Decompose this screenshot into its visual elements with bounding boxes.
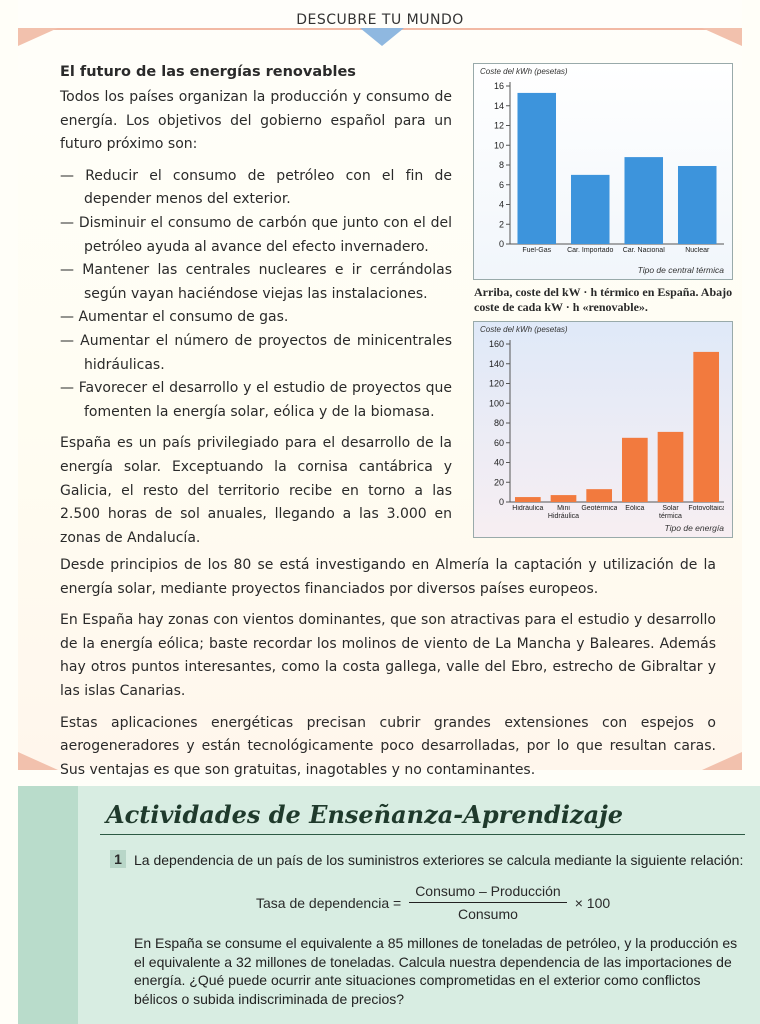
question: En España se consume el equivalente a 85…: [134, 935, 738, 1007]
x-axis-title: Tipo de central térmica: [638, 265, 725, 275]
y-tick-label: 6: [499, 180, 504, 190]
paragraph: Estas aplicaciones energéticas precisan …: [60, 714, 716, 778]
numerator: Consumo – Producción: [409, 883, 567, 903]
formula: Tasa de dependencia = Consumo – Producci…: [256, 883, 610, 922]
statement: La dependencia de un país de los suminis…: [134, 852, 744, 868]
bar: [693, 351, 720, 502]
y-tick-label: 40: [494, 458, 504, 468]
corner: [18, 752, 58, 770]
x-tick-wrap: Eólica: [625, 505, 645, 512]
y-tick-label: 80: [494, 418, 504, 428]
bar: [514, 497, 541, 502]
x-tick-wrap: Fuel-Gas: [522, 247, 552, 254]
x-tick-label: Car. Nacional: [622, 247, 665, 254]
activities-title: Actividades de Enseñanza-Aprendizaje: [106, 800, 624, 829]
bar: [624, 157, 664, 244]
list-item: — Aumentar el número de proyectos de min…: [60, 332, 452, 373]
x-tick-label: Solar térmica: [659, 505, 682, 520]
bar: [550, 495, 577, 502]
y-tick-label: 0: [499, 239, 504, 249]
y-tick-label: 16: [494, 81, 504, 91]
bar: [677, 165, 717, 244]
x-tick-label: Hidráulica: [512, 505, 544, 512]
y-tick-label: 12: [494, 121, 504, 131]
chart: Coste del kWh (pesetas) 0 20 40 60 80 100 120 14…: [473, 321, 733, 538]
list-item: — Favorecer el desarrollo y el estudio d…: [60, 380, 452, 420]
y-tick-label: 140: [489, 359, 504, 369]
bar: [570, 174, 610, 244]
x-tick-label: Car. Importado: [567, 247, 614, 254]
list-item: — Aumentar el consumo de gas.: [60, 309, 289, 326]
bar: [586, 489, 613, 502]
chart: Coste del kWh (pesetas) 0 2 4 6 8 10 12 14 16 Fuel…: [473, 63, 733, 280]
list-item: — Disminuir el consumo de carbón que jun…: [60, 214, 452, 255]
x-axis-title: Tipo de energía: [665, 523, 725, 533]
y-tick-label: 100: [489, 398, 504, 408]
x-tick-label: Geotérmica: [581, 505, 617, 512]
x-tick-label: Mini Hidráulica: [547, 505, 580, 520]
y-tick-label: 20: [494, 477, 504, 487]
activity-number: 1: [110, 850, 126, 868]
corner: [18, 28, 58, 46]
bar: [517, 92, 557, 244]
corner: [702, 28, 742, 46]
denominator: Consumo: [457, 906, 518, 922]
paragraph: España es un país privilegiado para el d…: [60, 435, 452, 546]
x-tick-wrap: Nuclear: [685, 247, 710, 254]
paragraph: En España hay zonas con vientos dominant…: [60, 612, 716, 699]
list-item: — Reducir el consumo de petróleo con el …: [60, 167, 452, 208]
y-tick-label: 2: [499, 219, 504, 229]
y-tick-label: 160: [489, 339, 504, 349]
y-tick-label: 0: [499, 497, 504, 507]
y-tick-label: 120: [489, 379, 504, 389]
y-tick-label: 14: [494, 101, 504, 111]
header-title: DESCUBRE TU MUNDO: [296, 12, 464, 28]
full-column: Desde principios de los 80 se está inves…: [60, 554, 716, 790]
left-column: Todos los países organizan la producción…: [60, 86, 452, 558]
x-tick-wrap: Solar térmica: [659, 505, 682, 520]
x-tick-label: Eólica: [625, 505, 645, 512]
x-tick-wrap: Mini Hidráulica: [547, 505, 580, 520]
x-tick-label: Fotovoltaica: [688, 505, 724, 512]
y-tick-label: 8: [499, 160, 504, 170]
x-tick-wrap: Car. Nacional: [622, 247, 665, 254]
bar: [657, 431, 684, 502]
y-tick-label: 4: [499, 200, 504, 210]
title-rule: [100, 834, 745, 835]
x-tick-label: Nuclear: [685, 247, 710, 254]
y-tick-label: 60: [494, 438, 504, 448]
corner: [702, 752, 742, 770]
paragraph: Todos los países organizan la producción…: [60, 89, 452, 153]
x-tick-wrap: Fotovoltaica: [688, 505, 724, 512]
y-axis-title: Coste del kWh (pesetas): [480, 67, 568, 76]
list-item: — Mantener las centrales nucleares e ir …: [60, 262, 452, 302]
x-tick-label: Fuel-Gas: [522, 247, 552, 254]
x-tick-wrap: Hidráulica: [512, 505, 544, 512]
activities-background: [18, 786, 760, 1024]
bar: [621, 437, 648, 502]
paragraph: Desde principios de los 80 se está inves…: [60, 557, 716, 597]
header-arrow: [360, 28, 404, 46]
x-tick-wrap: Geotérmica: [581, 505, 617, 512]
article-title: El futuro de las energías renovables: [60, 64, 356, 80]
y-tick-label: 10: [494, 140, 504, 150]
fraction: Consumo – Producción Consumo: [409, 883, 567, 922]
list: — Reducir el consumo de petróleo con el …: [60, 165, 452, 425]
caption: Arriba, coste del kW · h térmico en Espa…: [474, 285, 733, 314]
y-axis-title: Coste del kWh (pesetas): [480, 325, 568, 334]
formula-factor: × 100: [574, 894, 611, 911]
formula-lhs: Tasa de dependencia =: [256, 894, 402, 911]
x-tick-wrap: Car. Importado: [567, 247, 614, 254]
